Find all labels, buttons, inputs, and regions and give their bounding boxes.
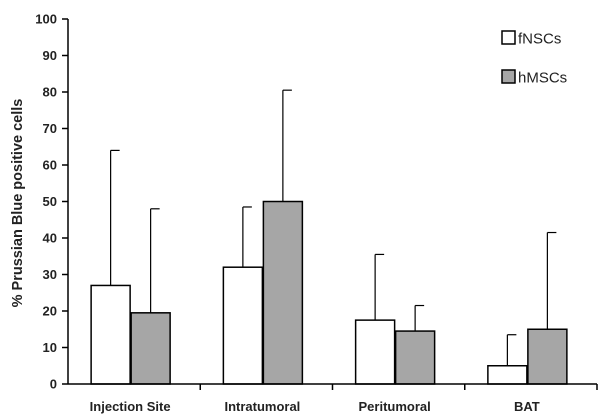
y-axis-title: % Prussian Blue positive cells: [10, 99, 26, 308]
bar-hMSCs-1: [262, 200, 304, 385]
x-tick-label: Intratumoral: [224, 399, 300, 414]
bar-hMSCs-2: [394, 330, 436, 385]
y-tick-label: 100: [35, 12, 57, 27]
x-tick-label: Peritumoral: [359, 399, 431, 414]
legend: fNSCs hMSCs: [501, 30, 567, 87]
bars: [90, 89, 568, 385]
x-tick-label: BAT: [514, 399, 540, 414]
y-tick-label: 60: [43, 158, 57, 173]
y-axis-ticks: 0 10 20 30 40 50 60 70 80 90 100: [35, 12, 68, 392]
y-tick-label: 90: [43, 48, 57, 63]
bar-fNSCs-3: [487, 365, 528, 385]
legend-swatch-hMSCs: [501, 69, 516, 84]
x-tick-label: Injection Site: [90, 399, 171, 414]
x-axis-ticks: Injection Site Intratumoral Peritumoral BAT: [90, 384, 598, 414]
y-tick-label: 20: [43, 304, 57, 319]
y-tick-label: 30: [43, 267, 57, 282]
legend-label-fNSCs: fNSCs: [518, 31, 561, 48]
legend-label-hMSCs: hMSCs: [518, 70, 567, 87]
bar-hMSCs-3: [527, 328, 568, 385]
y-tick-label: 50: [43, 194, 57, 209]
bar-fNSCs-0: [90, 284, 131, 385]
bar-fNSCs-2: [354, 319, 396, 385]
y-tick-label: 40: [43, 231, 57, 246]
legend-swatch-fNSCs: [501, 30, 516, 45]
y-tick-label: 70: [43, 121, 57, 136]
bar-fNSCs-1: [222, 266, 264, 385]
y-tick-label: 10: [43, 340, 57, 355]
y-tick-label: 80: [43, 85, 57, 100]
y-tick-label: 0: [50, 377, 57, 392]
bar-hMSCs-0: [130, 312, 171, 385]
y-axis-title-group: % Prussian Blue positive cells: [10, 99, 26, 308]
